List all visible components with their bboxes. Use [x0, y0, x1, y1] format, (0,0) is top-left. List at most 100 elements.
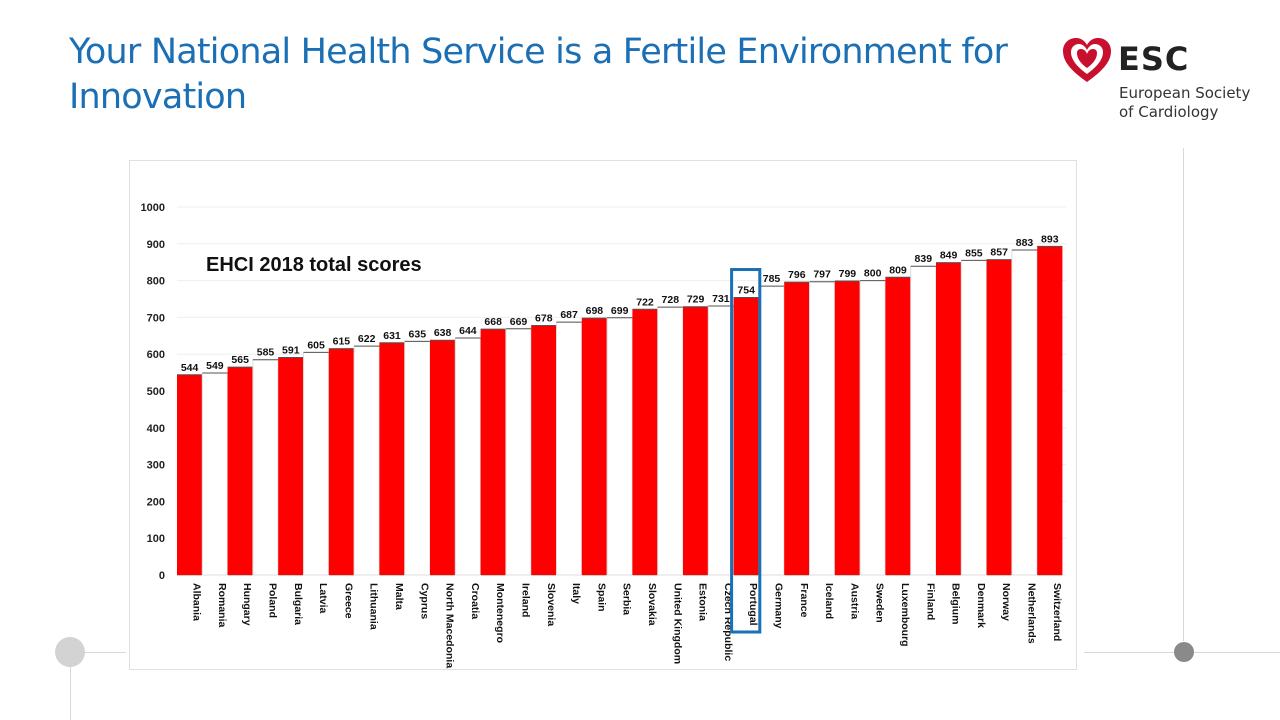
decor-line-right — [1183, 148, 1184, 641]
bar — [707, 305, 734, 576]
data-label: 722 — [636, 296, 654, 308]
data-label: 800 — [864, 268, 882, 280]
bar — [632, 309, 658, 575]
bar — [430, 340, 456, 575]
bar — [683, 306, 709, 575]
data-label: 754 — [737, 285, 755, 297]
bar — [758, 285, 785, 576]
data-label: 565 — [231, 354, 249, 366]
bar — [252, 359, 279, 576]
bar — [1037, 246, 1063, 575]
bar — [784, 282, 810, 575]
x-tick-label: Hungary — [241, 583, 253, 626]
x-tick-label: Slovakia — [646, 583, 658, 626]
data-label: 849 — [940, 250, 958, 262]
esc-wordmark: ESC — [1118, 40, 1190, 78]
data-label: 622 — [358, 333, 376, 345]
x-tick-label: Estonia — [697, 583, 709, 621]
bar — [910, 265, 937, 576]
bar — [278, 357, 304, 575]
data-label: 615 — [333, 336, 351, 348]
bar — [809, 281, 836, 576]
bar — [834, 280, 860, 575]
data-label: 729 — [687, 294, 705, 306]
y-tick-label: 1000 — [141, 202, 165, 214]
decor-line-left — [70, 666, 71, 720]
data-label: 809 — [889, 264, 907, 276]
y-tick-label: 100 — [147, 533, 165, 545]
x-tick-label: Finland — [924, 583, 936, 620]
x-tick-label: Belgium — [950, 583, 962, 624]
esc-subtitle-line2: of Cardiology — [1119, 103, 1219, 121]
x-tick-label: Bulgaria — [292, 583, 304, 625]
data-label: 635 — [409, 328, 427, 340]
bar — [177, 374, 203, 575]
bar — [404, 340, 431, 576]
x-tick-label: Netherlands — [1026, 583, 1038, 644]
decor-dot-left — [55, 637, 85, 667]
data-label: 687 — [560, 309, 578, 321]
bar-chart: 0 100 200 300 400 500 600 700 800 900 1000 544 549 5… — [141, 202, 1066, 668]
esc-logo: ESC European Society of Cardiology — [1060, 34, 1260, 124]
y-tick-label: 400 — [147, 423, 165, 435]
esc-subtitle-line1: European Society — [1119, 84, 1251, 102]
x-tick-label: North Macedonia — [444, 583, 456, 668]
x-tick-label: Norway — [1000, 583, 1012, 621]
data-label: 549 — [206, 360, 224, 372]
x-tick-label: Italy — [570, 583, 582, 604]
data-label: 698 — [586, 305, 604, 317]
data-label: 797 — [813, 269, 831, 281]
x-tick-label: Poland — [267, 583, 279, 618]
x-tick-label: Greece — [342, 583, 354, 619]
bar — [936, 262, 962, 575]
data-label: 678 — [535, 312, 553, 324]
x-tick-label: Latvia — [317, 583, 329, 614]
data-label: 785 — [763, 273, 781, 285]
data-label: 591 — [282, 345, 300, 357]
bar — [885, 277, 911, 575]
y-tick-label: 800 — [147, 276, 165, 288]
data-label: 796 — [788, 269, 806, 281]
slide-title: Your National Health Service is a Fertil… — [69, 32, 1008, 117]
x-tick-label: Spain — [595, 583, 607, 612]
x-tick-label: United Kingdom — [671, 583, 683, 664]
x-tick-label: Portugal — [747, 583, 759, 626]
y-tick-label: 900 — [147, 239, 165, 251]
data-label: 883 — [1016, 237, 1034, 249]
x-tick-label: Luxembourg — [899, 583, 911, 647]
bar — [328, 348, 354, 575]
bar — [480, 329, 506, 575]
x-tick-label: Austria — [848, 583, 860, 619]
data-label: 644 — [459, 325, 477, 337]
data-label: 839 — [915, 253, 933, 265]
y-tick-label: 500 — [147, 386, 165, 398]
data-label: 799 — [839, 268, 857, 280]
x-tick-label: Iceland — [823, 583, 835, 619]
bar — [454, 337, 481, 576]
x-tick-label: Sweden — [874, 583, 886, 623]
y-tick-label: 600 — [147, 349, 165, 361]
bar — [505, 328, 532, 576]
data-label: 857 — [990, 247, 1008, 259]
bar — [986, 259, 1012, 575]
bar — [581, 318, 607, 575]
data-label: 855 — [965, 247, 983, 259]
x-tick-label: Switzerland — [1051, 583, 1063, 641]
bar — [227, 367, 253, 575]
x-tick-label: Lithuania — [368, 583, 380, 630]
bar — [201, 372, 229, 576]
bar — [859, 280, 886, 576]
y-tick-label: 300 — [147, 460, 165, 472]
x-tick-label: Slovenia — [545, 583, 557, 626]
bar — [960, 259, 987, 576]
data-label: 728 — [662, 294, 680, 306]
bar — [353, 345, 380, 576]
data-label: 668 — [484, 316, 502, 328]
data-label: 585 — [257, 347, 275, 359]
x-tick-label: Malta — [393, 583, 405, 610]
bar — [303, 351, 330, 576]
y-tick-label: 700 — [147, 312, 165, 324]
y-tick-label: 0 — [159, 570, 165, 582]
decor-line-left-h — [84, 652, 126, 653]
chart-title: EHCI 2018 total scores — [206, 254, 422, 276]
